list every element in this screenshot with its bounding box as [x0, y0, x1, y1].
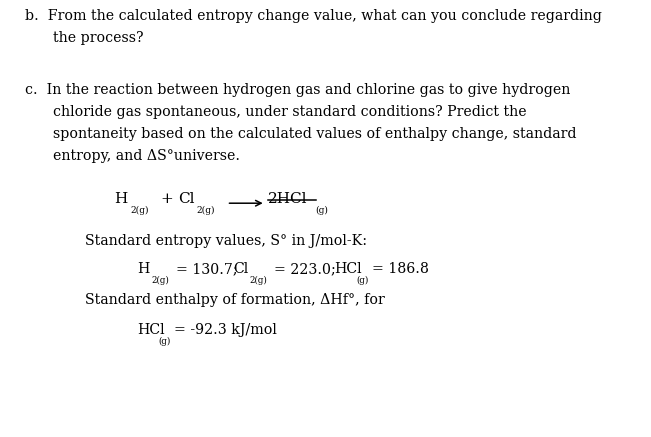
Text: (g): (g) [159, 337, 171, 346]
Text: entropy, and ΔS°universe.: entropy, and ΔS°universe. [53, 149, 240, 163]
Text: 2(g): 2(g) [196, 206, 214, 215]
Text: Standard enthalpy of formation, ΔHf°, for: Standard enthalpy of formation, ΔHf°, fo… [85, 293, 384, 307]
Text: Cl: Cl [233, 262, 248, 276]
Text: 2(g): 2(g) [151, 276, 169, 285]
Text: = 130.7;: = 130.7; [176, 262, 238, 276]
Text: Standard entropy values, S° in J/mol-K:: Standard entropy values, S° in J/mol-K: [85, 234, 367, 248]
Text: chloride gas spontaneous, under standard conditions? Predict the: chloride gas spontaneous, under standard… [53, 105, 527, 119]
Text: 2HCl: 2HCl [268, 192, 308, 206]
Text: HCl: HCl [137, 323, 164, 337]
Text: 2(g): 2(g) [131, 206, 149, 215]
Text: Cl: Cl [178, 192, 194, 206]
Text: = -92.3 kJ/mol: = -92.3 kJ/mol [174, 323, 277, 337]
Text: the process?: the process? [53, 31, 144, 45]
Text: c.  In the reaction between hydrogen gas and chlorine gas to give hydrogen: c. In the reaction between hydrogen gas … [25, 83, 570, 97]
Text: +: + [161, 192, 174, 206]
Text: spontaneity based on the calculated values of enthalpy change, standard: spontaneity based on the calculated valu… [53, 127, 577, 141]
Text: = 223.0;: = 223.0; [274, 262, 336, 276]
Text: = 186.8: = 186.8 [372, 262, 428, 276]
Text: b.  From the calculated entropy change value, what can you conclude regarding: b. From the calculated entropy change va… [25, 9, 602, 23]
Text: 2(g): 2(g) [249, 276, 267, 285]
Text: (g): (g) [315, 206, 328, 215]
Text: (g): (g) [356, 276, 368, 285]
Text: HCl: HCl [334, 262, 361, 276]
Text: H: H [137, 262, 149, 276]
Text: H: H [114, 192, 127, 206]
